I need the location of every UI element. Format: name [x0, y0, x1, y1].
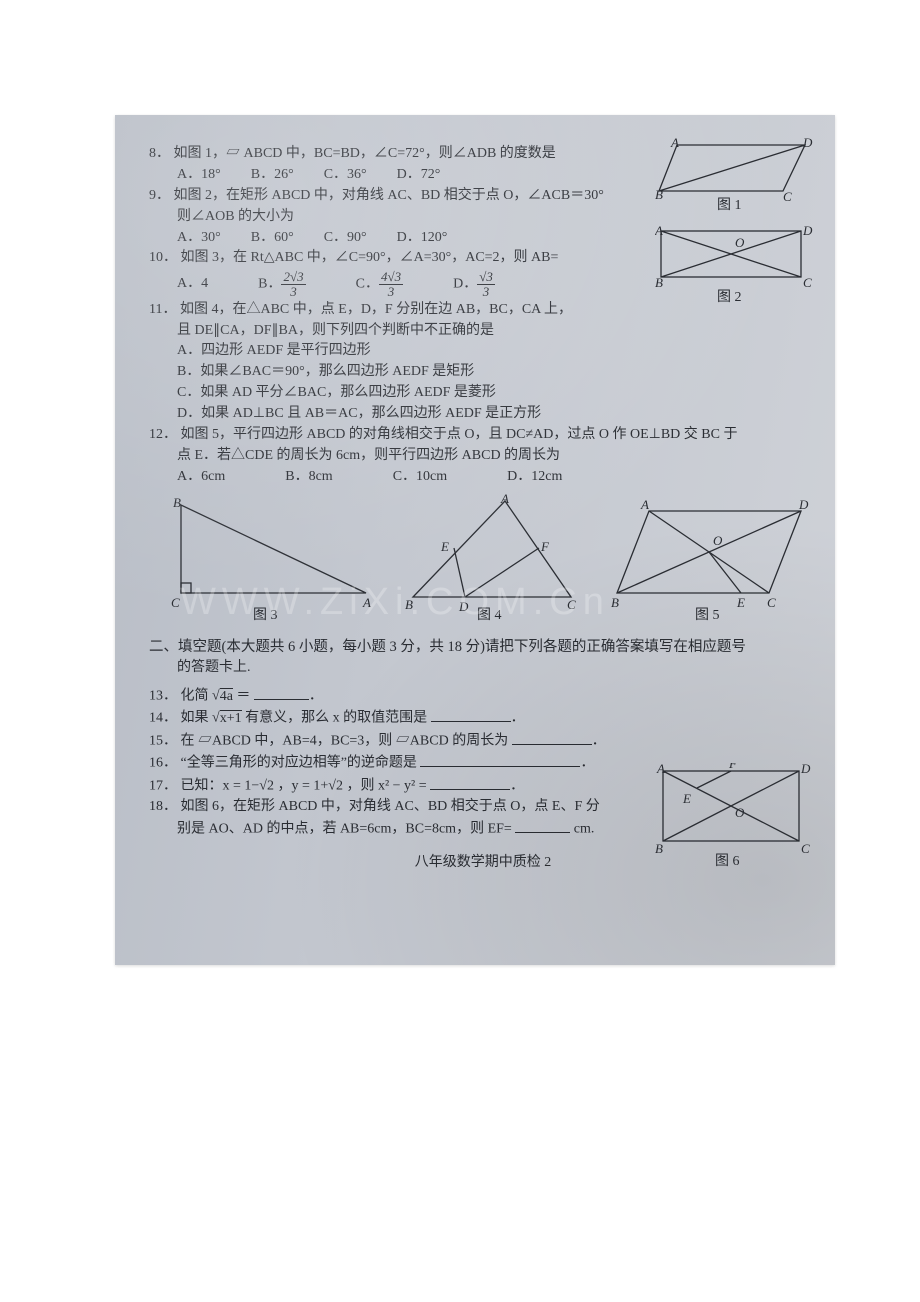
q9-num: 9．: [149, 188, 170, 203]
svg-text:D: D: [802, 225, 813, 238]
svg-text:C: C: [801, 841, 810, 856]
svg-text:B: B: [655, 275, 663, 290]
q10-num: 10．: [149, 250, 177, 265]
svg-text:E: E: [682, 791, 691, 806]
q11-optA: A．四边形 AEDF 是平行四边形: [149, 342, 817, 361]
section2-line2: 的答题卡上.: [149, 659, 817, 678]
svg-text:E: E: [440, 539, 449, 554]
q17-num: 17．: [149, 779, 177, 794]
fig3-caption: 图 3: [253, 608, 278, 621]
q12: 12． 如图 5，平行四边形 ABCD 的对角线相交于点 O，且 DC≠AD，过…: [149, 426, 817, 445]
fig6-caption: 图 6: [715, 854, 740, 867]
svg-text:A: A: [656, 763, 665, 776]
diagrams-row: B C A 图 3 A B C D E F 图 4: [149, 493, 817, 628]
fig4-caption: 图 4: [477, 608, 502, 621]
q9-stem1: 如图 2，在矩形 ABCD 中，对角线 AC、BD 相交于点 O，∠ACB＝30…: [174, 188, 604, 203]
figure-1: A D B C 图 1: [655, 137, 815, 218]
svg-text:A: A: [640, 497, 649, 512]
q12-stem1: 如图 5，平行四边形 ABCD 的对角线相交于点 O，且 DC≠AD，过点 O …: [181, 427, 738, 442]
svg-text:D: D: [798, 497, 809, 512]
svg-text:O: O: [713, 533, 723, 548]
svg-text:D: D: [458, 599, 469, 614]
svg-text:C: C: [803, 275, 812, 290]
figure-5: A D B C O E 图 5: [611, 493, 811, 628]
q13: 13． 化简 √4a ＝ ．: [149, 686, 817, 706]
svg-text:C: C: [567, 597, 576, 612]
figure-3: B C A 图 3: [171, 493, 376, 628]
svg-text:B: B: [611, 595, 619, 610]
figure-2: A D B C O 图 2: [655, 225, 815, 310]
exam-photo: A D B C 图 1 A D B C O 图 2 8．: [115, 115, 835, 965]
svg-text:A: A: [670, 137, 679, 150]
blank: [254, 686, 309, 700]
q12-options: A．6cm B．8cm C．10cm D．12cm: [149, 468, 817, 487]
blank: [420, 753, 580, 767]
svg-text:F: F: [728, 763, 738, 771]
q15: 15． 在 ▱ABCD 中，AB=4，BC=3，则 ▱ABCD 的周长为 ．: [149, 731, 817, 751]
fig2-caption: 图 2: [717, 290, 742, 303]
q18-num: 18．: [149, 799, 177, 814]
q12-stem2: 点 E．若△CDE 的周长为 6cm，则平行四边形 ABCD 的周长为: [149, 447, 817, 466]
blank: [430, 776, 510, 790]
q8-num: 8．: [149, 146, 170, 161]
svg-text:B: B: [405, 597, 413, 612]
blank: [512, 731, 592, 745]
svg-text:B: B: [655, 841, 663, 856]
svg-text:B: B: [655, 187, 663, 202]
q11-stem1: 如图 4，在△ABC 中，点 E，D，F 分别在边 AB，BC，CA 上，: [180, 302, 572, 317]
fig5-caption: 图 5: [695, 608, 720, 621]
q12-num: 12．: [149, 427, 177, 442]
section2-line1: 二、填空题(本大题共 6 小题，每小题 3 分，共 18 分)请把下列各题的正确…: [149, 639, 746, 655]
svg-text:O: O: [735, 235, 745, 250]
svg-text:C: C: [767, 595, 776, 610]
section2-title: 二、填空题(本大题共 6 小题，每小题 3 分，共 18 分)请把下列各题的正确…: [149, 638, 817, 658]
svg-text:O: O: [735, 805, 745, 820]
q15-num: 15．: [149, 734, 177, 749]
svg-text:F: F: [540, 539, 550, 554]
q10-stem: 如图 3，在 Rt△ABC 中，∠C=90°，∠A=30°，AC=2，则 AB=: [181, 250, 559, 265]
q11-optB: B．如果∠BAC＝90°，那么四边形 AEDF 是矩形: [149, 363, 817, 382]
svg-text:E: E: [736, 595, 745, 610]
figure-4: A B C D E F 图 4: [399, 493, 589, 628]
svg-text:A: A: [655, 225, 663, 238]
svg-text:C: C: [783, 189, 792, 204]
svg-text:A: A: [500, 493, 509, 506]
q14-num: 14．: [149, 711, 177, 726]
q11-num: 11．: [149, 302, 176, 317]
q11-stem2: 且 DE∥CA，DF∥BA，则下列四个判断中不正确的是: [149, 322, 817, 341]
svg-text:B: B: [173, 495, 181, 510]
svg-text:A: A: [362, 595, 371, 610]
q13-num: 13．: [149, 689, 177, 704]
page-background: A D B C 图 1 A D B C O 图 2 8．: [0, 0, 920, 1302]
blank: [431, 708, 511, 722]
q11-optD: D．如果 AD⊥BC 且 AB＝AC，那么四边形 AEDF 是正方形: [149, 405, 817, 424]
q8-stem: 如图 1，▱ ABCD 中，BC=BD，∠C=72°，则∠ADB 的度数是: [174, 146, 556, 161]
figure-6: A D B C O E F 图 6: [655, 763, 815, 874]
blank: [515, 819, 570, 833]
svg-text:C: C: [171, 595, 180, 610]
q11-optC: C．如果 AD 平分∠BAC，那么四边形 AEDF 是菱形: [149, 384, 817, 403]
q16-num: 16．: [149, 756, 177, 771]
svg-text:D: D: [802, 137, 813, 150]
fig1-caption: 图 1: [717, 198, 742, 211]
svg-text:D: D: [800, 763, 811, 776]
q14: 14． 如果 √x+1 有意义，那么 x 的取值范围是 ．: [149, 708, 817, 728]
